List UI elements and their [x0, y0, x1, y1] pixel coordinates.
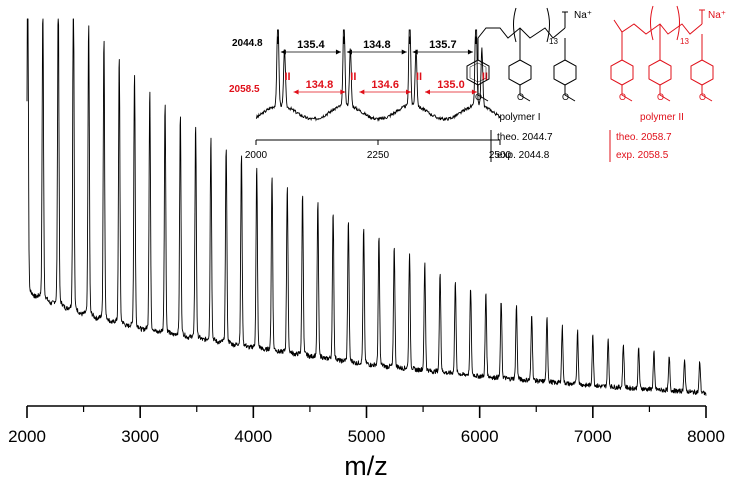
polymer-II-peak-marker: II: [284, 71, 290, 83]
theoretical-mass: theo. 2058.7: [616, 132, 672, 143]
polymer-I-spacing-arrowhead: [335, 49, 341, 55]
x-axis-ticks: 2000 3000 4000 5000 6000 7000 8000: [8, 406, 725, 446]
structure-polymer-II: [609, 5, 714, 162]
polymer-I-spacing-arrowhead: [412, 49, 418, 55]
polymer-name: polymer I: [499, 112, 540, 123]
polymer-I-spacing-arrowhead: [467, 49, 473, 55]
inset-x-axis-tick-label: 2250: [367, 150, 390, 161]
repeat-count: 13: [549, 37, 558, 46]
polymer-II-spacing-label: 134.8: [306, 79, 334, 91]
polymer-I-spacing-arrowhead: [401, 49, 407, 55]
polymer-II-spacing-arrowhead: [425, 89, 431, 95]
inset-zoom: 2000 2250 2500 2044.8 2058.5 I I I III II II II …: [229, 29, 512, 161]
inset-x-axis-ticks: 2000 2250 2500: [245, 140, 512, 161]
structure-polymer-I-labels: Na⁺ 13 O O O polymer I theo. 2044.7 exp.…: [475, 10, 592, 161]
inset-x-axis-tick-label: 2000: [245, 150, 268, 161]
polymer-I-peak-marker: I: [408, 35, 411, 47]
spectrum-trace: [26, 18, 707, 396]
inset-peak-markers: I I I III II II II: [276, 35, 488, 83]
inset-mass-label-polymer-II: 2058.5: [229, 84, 260, 95]
oxygen-label: O: [517, 92, 524, 102]
polymer-I-spacing-arrowhead: [280, 49, 286, 55]
inset-spacing-annotations: 135.4 134.8 135.7 134.8 134.6 135.0: [280, 39, 477, 95]
structure-polymer-I: [466, 7, 577, 162]
polymer-II-spacing-label: 134.6: [371, 79, 399, 91]
main-spectrum: 2000 3000 4000 5000 6000 7000 8000 m/z: [8, 18, 725, 481]
oxygen-label: O: [619, 92, 626, 102]
x-axis-tick-label: 8000: [687, 427, 725, 446]
x-axis-label: m/z: [344, 451, 388, 481]
repeat-count: 13: [680, 37, 689, 46]
polymer-I-peak-marker: I: [474, 35, 477, 47]
polymer-I-peak-marker: I: [342, 35, 345, 47]
polymer-II-spacing-arrowhead: [293, 89, 299, 95]
oxygen-label: O: [475, 92, 482, 102]
x-axis-tick-label: 7000: [574, 427, 612, 446]
ion-label: Na⁺: [574, 10, 592, 21]
polymer-II-spacing-arrowhead: [359, 89, 365, 95]
polymer-II-peak-marker: II: [482, 71, 488, 83]
polymer-I-spacing-label: 135.7: [429, 39, 457, 51]
oxygen-label: O: [562, 92, 569, 102]
inset-trace: [255, 29, 501, 123]
polymer-II-peak-marker: II: [416, 71, 422, 83]
structure-polymer-II-labels: Na⁺ 13 O O O polymer II theo. 2058.7 exp…: [616, 10, 726, 161]
x-axis-tick-label: 4000: [234, 427, 272, 446]
x-axis-tick-label: 3000: [121, 427, 159, 446]
polymer-I-spacing-arrowhead: [346, 49, 352, 55]
polymer-II-spacing-arrowhead: [340, 89, 346, 95]
polymer-I-peak-marker: I: [276, 35, 279, 47]
polymer-II-spacing-label: 135.0: [437, 79, 465, 91]
polymer-II-spacing-arrowhead: [406, 89, 412, 95]
polymer-II-spacing-arrowhead: [471, 89, 477, 95]
oxygen-label: O: [657, 92, 664, 102]
theoretical-mass: theo. 2044.7: [497, 132, 553, 143]
experimental-mass: exp. 2058.5: [616, 150, 669, 161]
polymer-I-spacing-label: 134.8: [363, 39, 391, 51]
peak-markers: [27, 26, 701, 368]
inset-x-axis-tick-label: 2500: [489, 150, 512, 161]
polymer-name: polymer II: [640, 112, 684, 123]
ion-label: Na⁺: [708, 10, 726, 21]
x-axis-tick-label: 5000: [348, 427, 386, 446]
x-axis-tick-label: 2000: [8, 427, 46, 446]
oxygen-label: O: [699, 92, 706, 102]
x-axis-tick-label: 6000: [461, 427, 499, 446]
experimental-mass: exp. 2044.8: [497, 150, 550, 161]
inset-mass-label-polymer-I: 2044.8: [232, 38, 263, 49]
polymer-II-peak-marker: II: [350, 71, 356, 83]
polymer-I-spacing-label: 135.4: [297, 39, 325, 51]
